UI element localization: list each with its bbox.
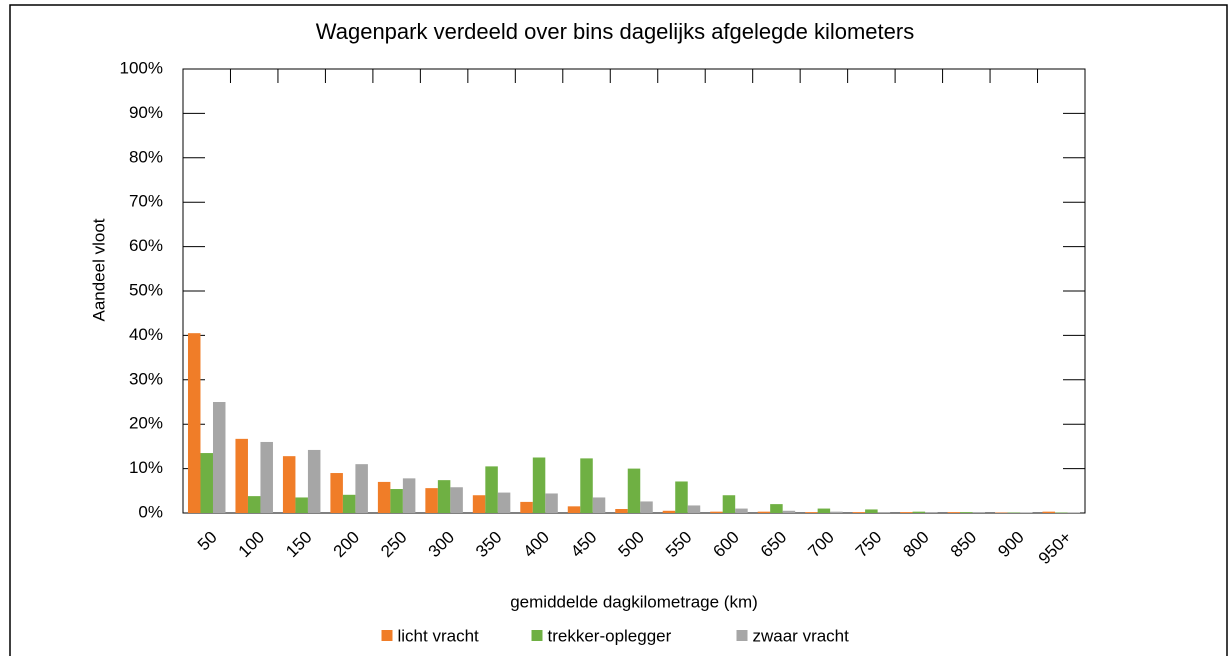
bar: [1042, 511, 1056, 513]
legend-label: licht vracht: [398, 626, 480, 645]
bar: [770, 504, 783, 513]
bar: [402, 478, 416, 513]
bar: [675, 481, 688, 513]
bar: [960, 512, 973, 513]
x-tick-label: 50: [194, 528, 221, 555]
chart-title: Wagenpark verdeeld over bins dagelijks a…: [316, 19, 914, 44]
bar: [200, 453, 213, 513]
bar: [532, 457, 546, 513]
bar: [260, 441, 273, 513]
y-axis-label: Aandeel vloot: [89, 218, 108, 321]
y-tick-label: 50%: [129, 280, 163, 299]
bar: [450, 487, 463, 513]
frame: [9, 4, 1228, 656]
y-tick-label: 70%: [129, 192, 163, 211]
bar: [865, 509, 878, 513]
bar: [782, 510, 796, 513]
bar: [580, 458, 593, 513]
bar: [830, 511, 843, 513]
bar: [805, 512, 818, 513]
x-tick-label: 450: [567, 528, 600, 561]
bar: [972, 512, 986, 513]
x-axis-label: gemiddelde dagkilometrage (km): [510, 592, 758, 611]
y-tick-label: 100%: [120, 58, 163, 77]
bar: [662, 510, 676, 513]
x-tick-label: 150: [282, 528, 315, 561]
bar: [877, 512, 891, 513]
bar: [485, 466, 498, 513]
bar: [497, 492, 511, 513]
plot-area: [182, 68, 1086, 514]
legend-label: zwaar vracht: [753, 626, 850, 645]
bar: [282, 456, 296, 513]
bar: [235, 438, 248, 513]
bar: [295, 497, 308, 513]
y-tick-label: 40%: [129, 325, 163, 344]
bar: [390, 489, 403, 513]
bar: [900, 512, 913, 513]
legend-swatch: [381, 630, 393, 641]
x-tick-label: 550: [662, 528, 695, 561]
bar: [912, 511, 926, 513]
bar: [355, 464, 368, 513]
x-tick-label: 700: [804, 528, 837, 561]
bar: [187, 333, 201, 513]
bar: [627, 468, 641, 513]
legend-label: trekker-oplegger: [548, 626, 672, 645]
bar: [437, 480, 451, 513]
bar: [757, 511, 771, 513]
bar: [425, 488, 438, 513]
y-tick-label: 10%: [129, 458, 163, 477]
x-tick-label: 250: [377, 528, 410, 561]
bar: [567, 506, 581, 513]
bar: [640, 501, 653, 513]
legend-swatch: [736, 630, 748, 641]
x-tick-label: 500: [615, 528, 648, 561]
bar: [330, 473, 343, 513]
bar: [710, 511, 723, 513]
legend-swatch: [531, 630, 543, 641]
x-tick-label: 400: [520, 528, 553, 561]
bar: [947, 512, 961, 513]
bar: [472, 495, 486, 513]
bar: [520, 501, 533, 513]
bar: [545, 493, 558, 513]
bar: [852, 512, 866, 513]
x-tick-label: 750: [852, 528, 885, 561]
x-tick-label: 850: [947, 528, 980, 561]
y-tick-label: 20%: [129, 414, 163, 433]
x-tick-label: 200: [330, 528, 363, 561]
bar: [817, 508, 831, 513]
bar: [307, 449, 321, 513]
x-tick-label: 600: [709, 528, 742, 561]
bar: [247, 496, 261, 513]
bar: [687, 505, 701, 513]
x-tick-label: 650: [757, 528, 790, 561]
y-tick-label: 30%: [129, 369, 163, 388]
x-tick-label: 950+: [1035, 528, 1076, 569]
bar: [212, 402, 226, 513]
x-tick-label: 800: [899, 528, 932, 561]
x-tick-label: 300: [425, 528, 458, 561]
y-tick-label: 80%: [129, 147, 163, 166]
y-tick-label: 60%: [129, 236, 163, 255]
y-tick-label: 90%: [129, 103, 163, 122]
bar: [735, 508, 748, 513]
x-tick-label: 900: [994, 528, 1027, 561]
y-tick-label: 0%: [138, 502, 163, 521]
x-tick-label: 350: [472, 528, 505, 561]
bar: [925, 512, 938, 513]
bar: [342, 494, 356, 513]
bar: [722, 495, 736, 513]
bar: [377, 481, 391, 513]
bar: [615, 509, 628, 513]
bar: [592, 497, 606, 513]
x-tick-label: 100: [235, 528, 268, 561]
